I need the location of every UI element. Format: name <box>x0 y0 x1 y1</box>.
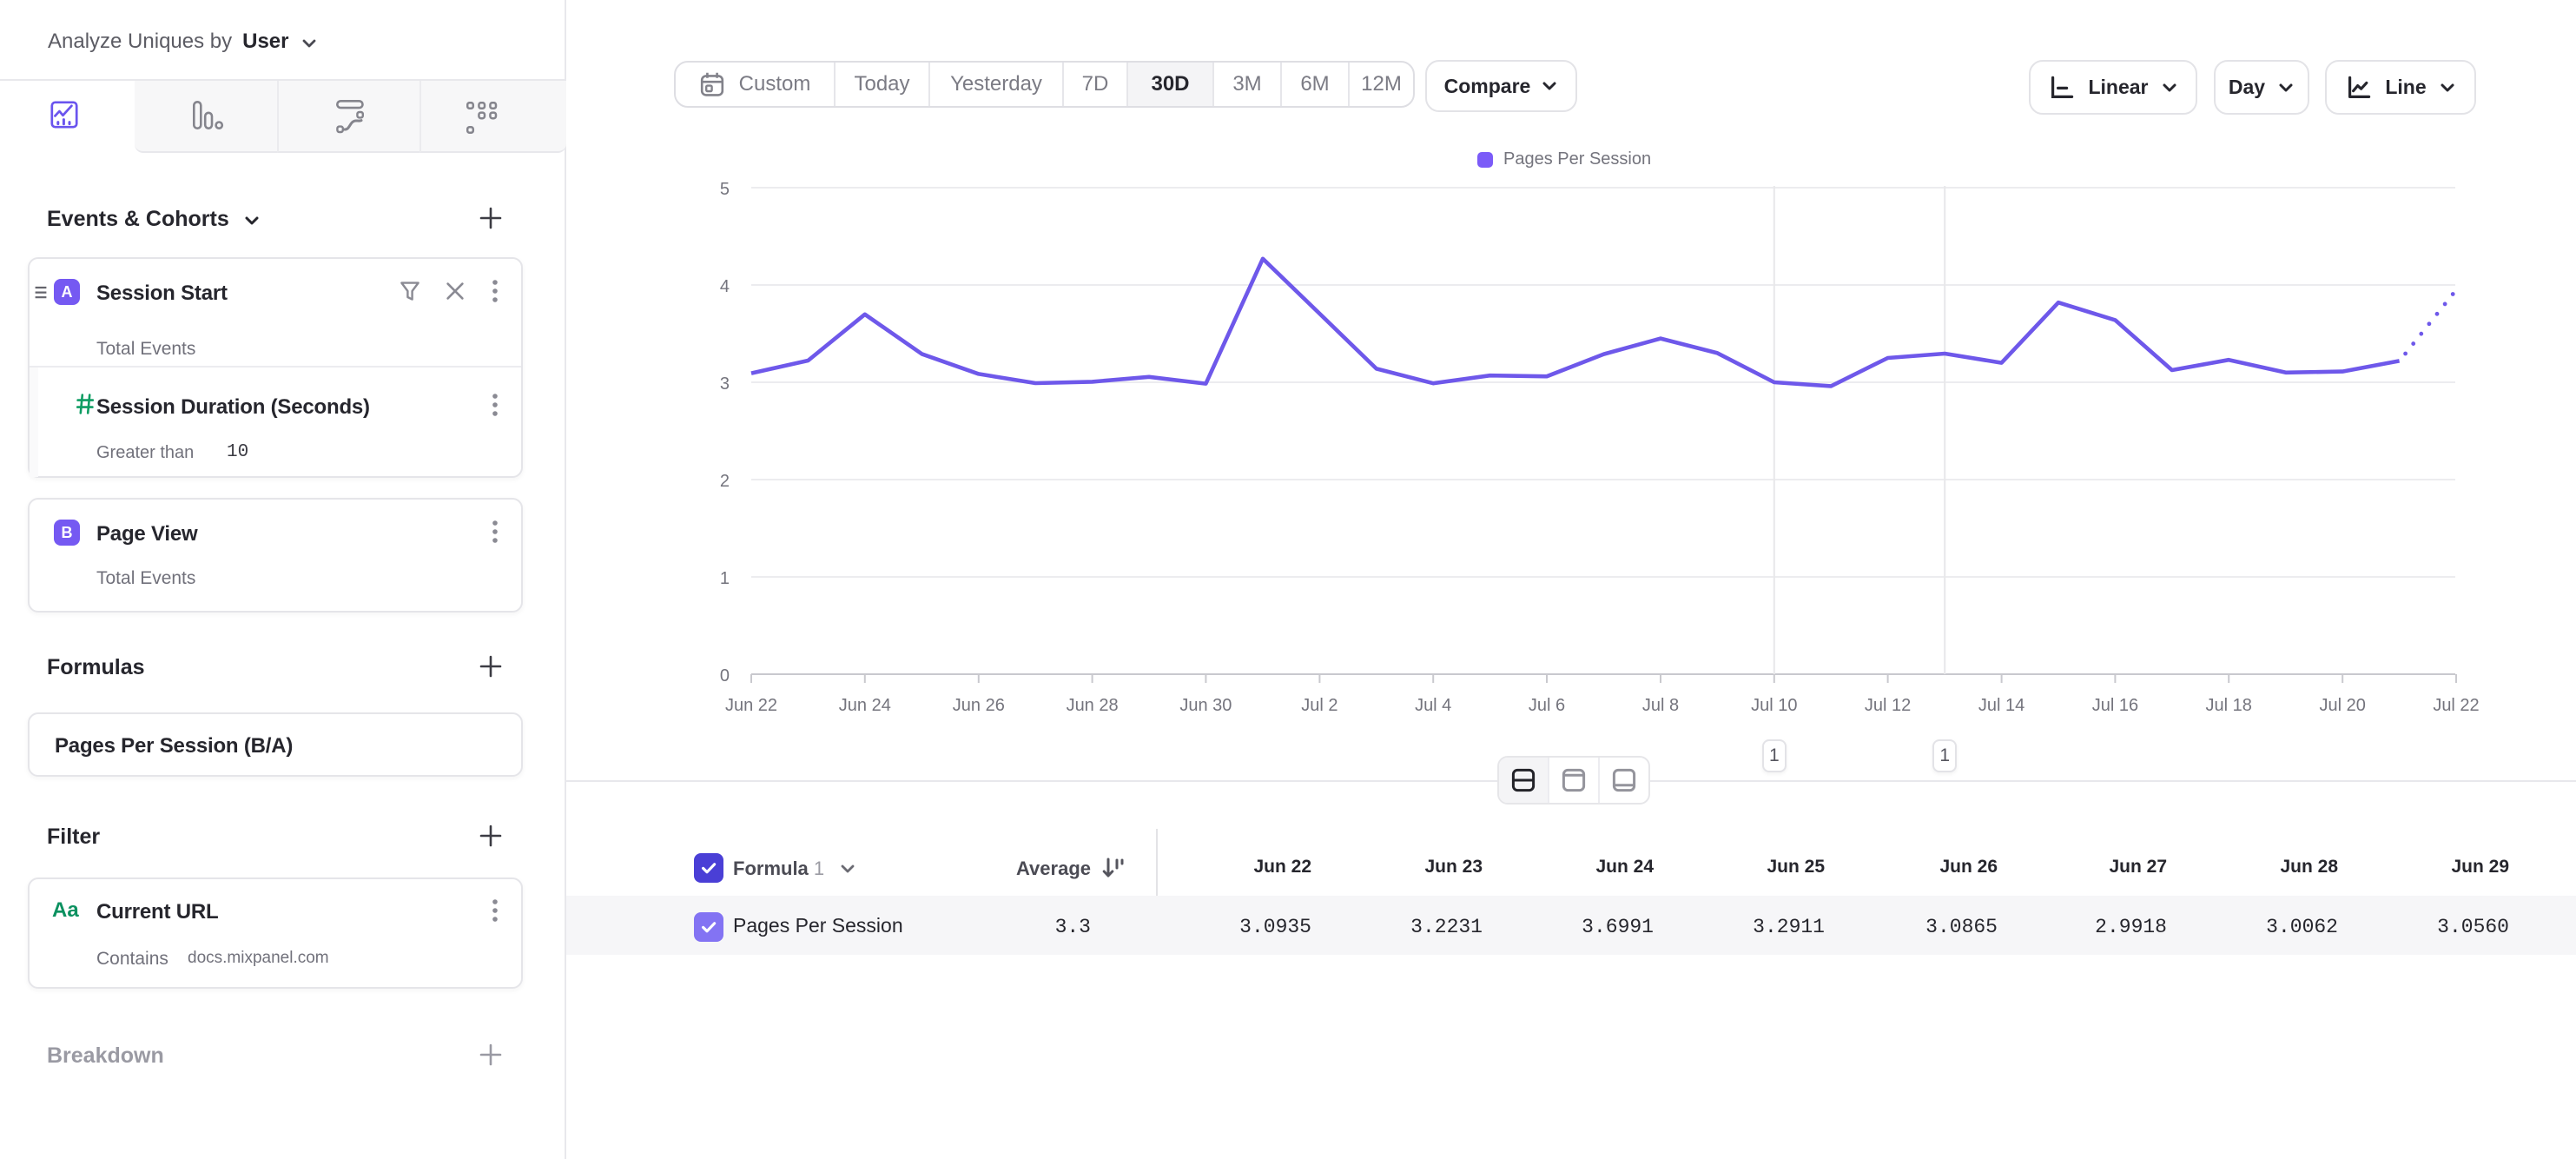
svg-text:Jul 12: Jul 12 <box>1865 696 1911 715</box>
svg-text:5: 5 <box>720 180 730 199</box>
svg-text:Jun 24: Jun 24 <box>839 696 891 715</box>
svg-text:0: 0 <box>720 666 730 685</box>
svg-text:2: 2 <box>720 472 730 491</box>
svg-text:Jun 28: Jun 28 <box>1067 696 1119 715</box>
svg-text:Jul 14: Jul 14 <box>1978 696 2024 715</box>
svg-text:Jul 22: Jul 22 <box>2433 696 2479 715</box>
svg-text:Jul 18: Jul 18 <box>2206 696 2252 715</box>
svg-text:3: 3 <box>720 374 730 394</box>
svg-text:Jul 4: Jul 4 <box>1415 696 1451 715</box>
svg-text:Jul 10: Jul 10 <box>1751 696 1797 715</box>
svg-text:Jul 16: Jul 16 <box>2092 696 2138 715</box>
svg-text:Jul 6: Jul 6 <box>1529 696 1565 715</box>
svg-text:Jul 20: Jul 20 <box>2320 696 2366 715</box>
svg-text:Jun 22: Jun 22 <box>725 696 777 715</box>
svg-text:1: 1 <box>720 569 730 588</box>
svg-text:Jun 26: Jun 26 <box>953 696 1005 715</box>
svg-text:Jun 30: Jun 30 <box>1179 696 1232 715</box>
svg-text:Jul 2: Jul 2 <box>1301 696 1338 715</box>
svg-text:Jul 8: Jul 8 <box>1642 696 1679 715</box>
svg-text:4: 4 <box>720 277 730 296</box>
